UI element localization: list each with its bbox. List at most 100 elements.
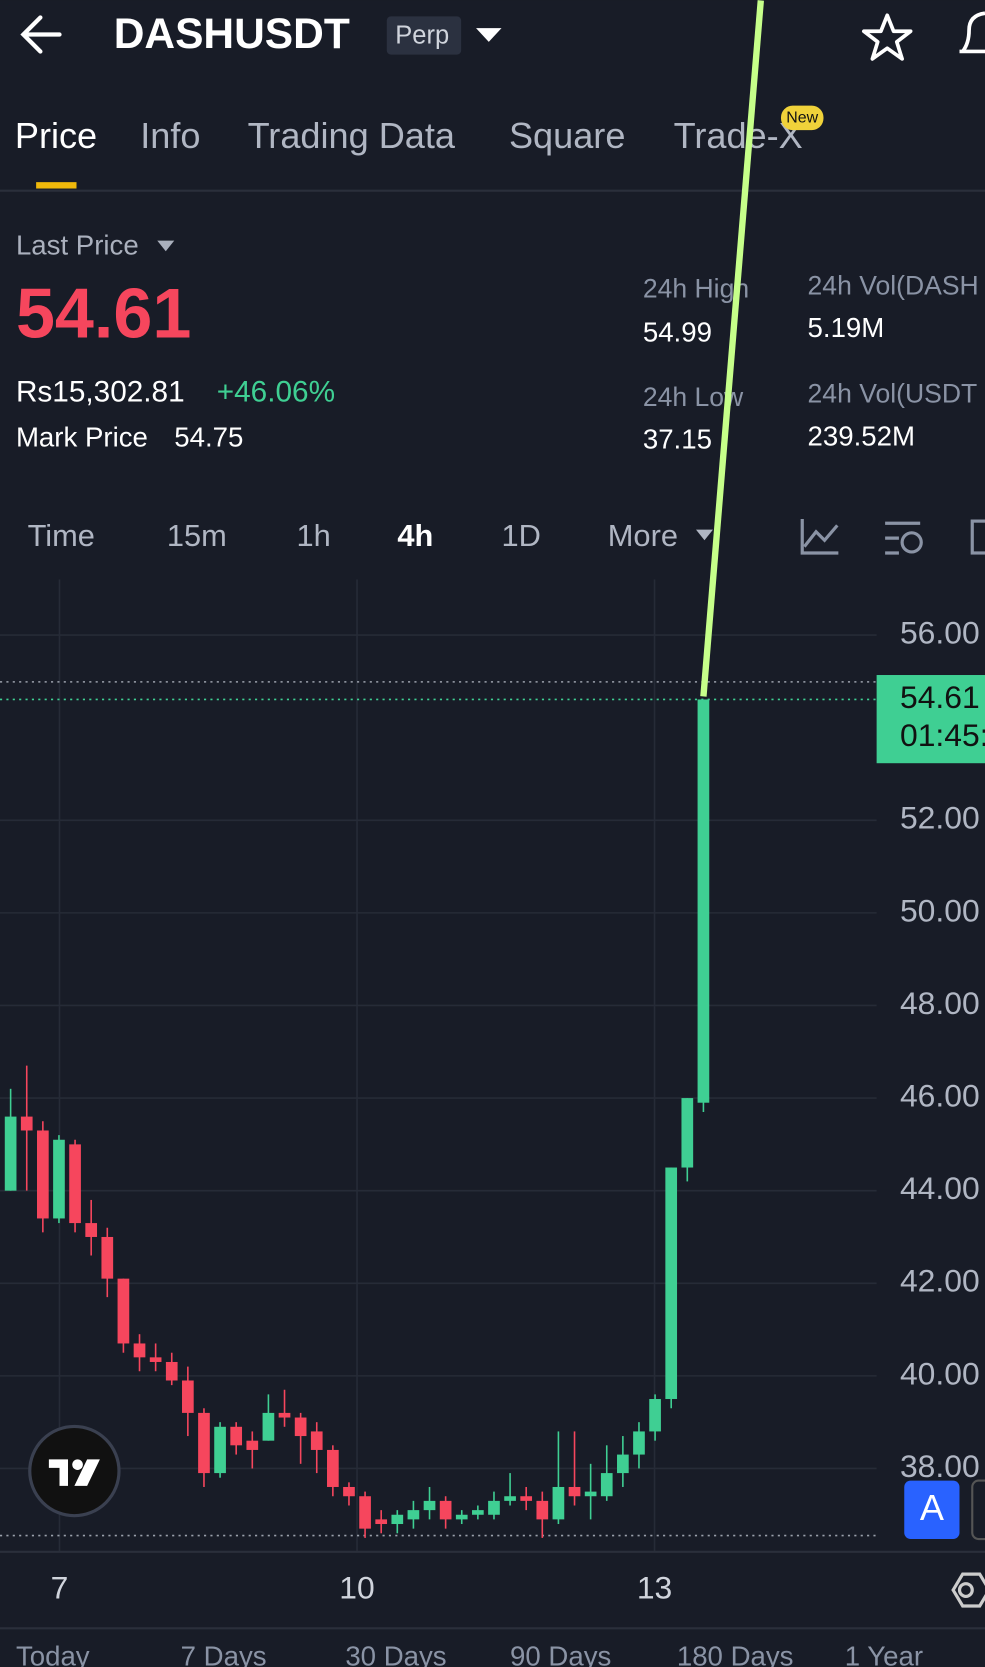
candle-body [262, 1412, 275, 1441]
favorite-button[interactable] [862, 13, 913, 61]
period[interactable]: Today [16, 1640, 90, 1667]
candle-body [117, 1278, 130, 1344]
symbol-title[interactable]: DASHUSDT [114, 11, 350, 58]
last-price-label[interactable]: Last Price [16, 229, 139, 260]
candle-body [327, 1449, 339, 1487]
autoscale-label: A [920, 1487, 945, 1528]
tab[interactable]: Square [509, 115, 625, 156]
y-tick-label: 48.00 [900, 985, 980, 1021]
current-price-tag [876, 675, 985, 764]
period[interactable]: 7 Days [181, 1640, 267, 1667]
candle-body [407, 1510, 420, 1520]
candle-body [149, 1357, 162, 1362]
period[interactable]: 1 Year [845, 1640, 923, 1667]
settings-button[interactable] [885, 521, 921, 555]
tab[interactable]: Trade-X [674, 115, 803, 156]
candle-body [391, 1514, 404, 1525]
interval[interactable]: 4h [397, 518, 433, 553]
candle-body [246, 1440, 259, 1450]
mark-price-label: Mark Price [16, 422, 148, 453]
x-tick-label: 7 [51, 1569, 69, 1605]
active-tab-indicator [36, 182, 77, 189]
interval-bar: Time 15m 1h 4h 1D More [28, 518, 985, 555]
x-tick-label: 13 [637, 1569, 672, 1605]
candle-body [584, 1491, 597, 1497]
last-price: 54.61 [16, 275, 191, 353]
candle-body [552, 1486, 565, 1520]
perp-badge-bg [386, 16, 462, 55]
logo-mark [48, 1459, 100, 1486]
candle-body [568, 1486, 581, 1497]
countdown-label: 01:45: [900, 717, 985, 753]
y-tick-label: 42.00 [900, 1263, 980, 1299]
new-badge-bg [780, 105, 824, 131]
y-tick-label: 38.00 [900, 1448, 980, 1484]
period[interactable]: 180 Days [677, 1640, 794, 1667]
layout-button[interactable] [970, 519, 985, 555]
candle-body [85, 1223, 98, 1237]
candle-body [681, 1098, 694, 1168]
candle-body [165, 1361, 178, 1381]
interval[interactable]: 1h [296, 518, 330, 553]
tab[interactable]: Trading Data [248, 115, 456, 156]
interval[interactable]: 15m [167, 518, 227, 553]
candle-body [69, 1144, 81, 1224]
log-button[interactable] [971, 1479, 985, 1541]
period[interactable]: 30 Days [345, 1640, 446, 1667]
y-tick-label: 56.00 [900, 615, 980, 651]
candle-body [665, 1167, 678, 1400]
autoscale-button[interactable] [904, 1480, 960, 1540]
settings-icon [900, 531, 923, 554]
user-drawn-line [700, 0, 764, 697]
tab[interactable]: Info [140, 115, 200, 156]
interval[interactable]: Time [28, 518, 95, 553]
tradingview-logo[interactable] [28, 1424, 121, 1518]
candle-body [278, 1412, 291, 1418]
candle-body [488, 1500, 500, 1515]
symbol-dropdown[interactable] [476, 28, 502, 42]
candle-body [101, 1236, 114, 1279]
perp-badge: Perp [395, 21, 449, 49]
new-badge: New [786, 110, 818, 127]
candle-body [343, 1486, 355, 1497]
more-dropdown[interactable] [695, 529, 713, 541]
notification-button[interactable] [959, 11, 985, 54]
candle-body [617, 1454, 629, 1474]
candle-body [133, 1343, 146, 1358]
y-tick-label: 44.00 [900, 1170, 980, 1206]
stat-value: 239.52M [808, 421, 915, 452]
indicator-button[interactable] [800, 518, 839, 555]
current-price-label: 54.61 [900, 679, 980, 715]
chart-settings-dot [957, 1582, 974, 1599]
candle-body [20, 1116, 33, 1131]
top-bar: DASHUSDT Perp [20, 11, 985, 61]
candle-body [182, 1380, 194, 1413]
tab[interactable]: Price [15, 115, 97, 156]
candle-body [536, 1500, 549, 1520]
x-tick-label: 10 [339, 1569, 374, 1605]
price-change: +46.06% [217, 375, 335, 408]
candle-body [520, 1496, 533, 1501]
candle-body [504, 1496, 516, 1501]
mark-price: 54.75 [174, 422, 243, 453]
y-tick-label: 50.00 [900, 892, 980, 928]
chart-settings-button[interactable] [951, 1572, 985, 1608]
local-price: Rs15,302.81 [16, 375, 185, 408]
candle-body [294, 1417, 307, 1437]
period[interactable]: 90 Days [510, 1640, 611, 1667]
candle-body [697, 699, 710, 1103]
period-bar: Today 7 Days 30 Days 90 Days 180 Days 1 … [16, 1640, 923, 1667]
stat-label: 24h Vol(DASH [808, 270, 979, 300]
candle-body [230, 1426, 243, 1446]
candle-body [649, 1399, 661, 1432]
candle-body [423, 1500, 436, 1511]
stat-value: 37.15 [643, 424, 712, 455]
interval[interactable]: 1D [502, 518, 541, 553]
ticker: Last Price 54.61 Rs15,302.81 +46.06% Mar… [16, 229, 979, 454]
interval[interactable]: More [608, 518, 678, 553]
candle-body [375, 1519, 388, 1525]
stat-value: 5.19M [808, 312, 885, 343]
back-button[interactable] [20, 15, 62, 54]
last-price-dropdown[interactable] [157, 240, 175, 252]
